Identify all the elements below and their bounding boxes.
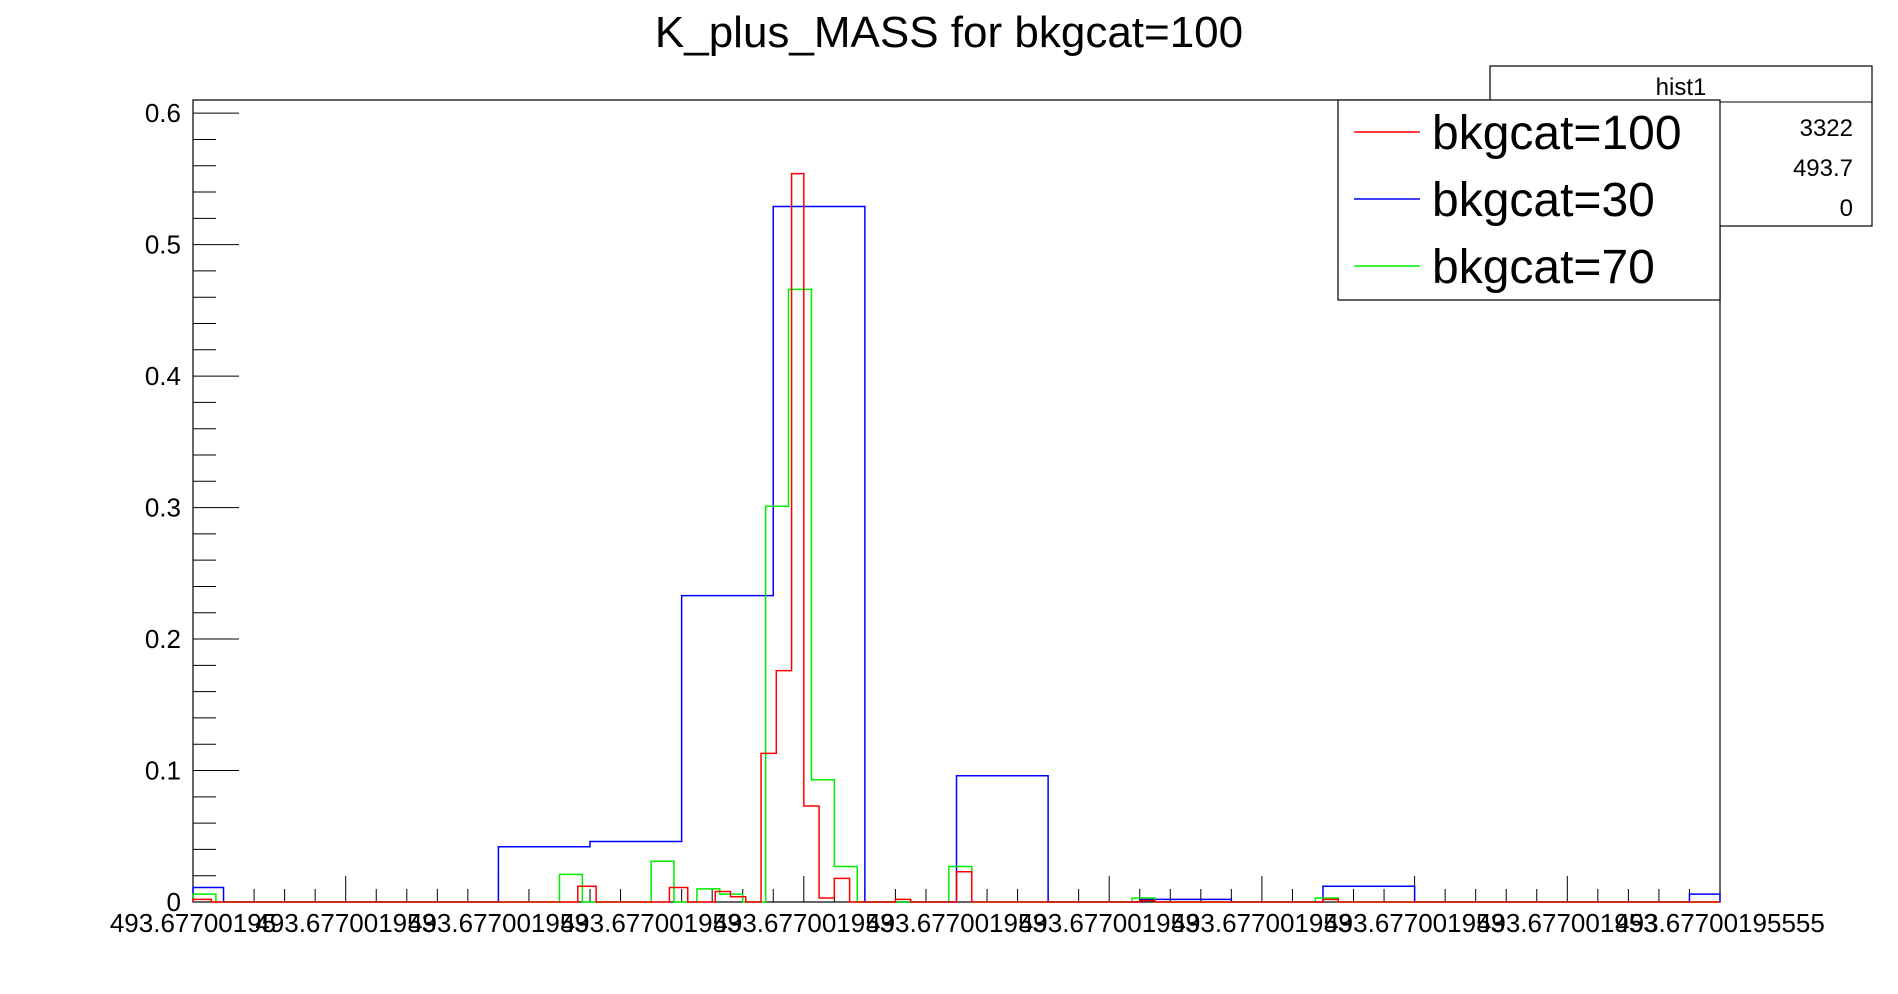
legend-label-bkgcat-30: bkgcat=30 [1432, 174, 1655, 227]
histogram-line [192, 288, 1720, 903]
histogram-bin [776, 671, 791, 902]
series-layer [192, 172, 1721, 903]
chart-title: K_plus_MASS for bkgcat=100 [655, 8, 1243, 57]
y-tick-label: 0.5 [145, 230, 181, 260]
histogram-bin [811, 780, 834, 902]
histogram-bin [761, 753, 776, 902]
x-tick-label: 493.677001953 [713, 908, 894, 938]
histogram-bin [590, 842, 682, 902]
stats-mean-value: 493.7 [1793, 155, 1853, 182]
histogram-bin [578, 886, 596, 902]
x-tick-label: 493.67700195 [110, 908, 276, 938]
stats-entries-value: 3322 [1800, 115, 1853, 142]
histogram-bin [559, 874, 582, 902]
y-tick-label: 0.4 [145, 361, 181, 391]
x-tick-label: 493.677001953 [561, 908, 742, 938]
histogram-bin [792, 174, 804, 902]
histogram-bin [834, 878, 849, 902]
histogram-bin [1689, 894, 1720, 902]
y-axis: 0 0.1 0.2 0.3 0.4 0.5 0.6 [145, 98, 239, 917]
x-tick-label: 493.677001953 [1019, 908, 1200, 938]
histogram-bin [669, 888, 687, 902]
x-tick-label: 493.67700195555 [1615, 908, 1825, 938]
x-tick-label: 493.677001953 [1477, 908, 1658, 938]
histogram-bin [773, 206, 865, 902]
legend: bkgcat=100 bkgcat=30 bkgcat=70 [1337, 99, 1721, 301]
histogram-line [192, 172, 1720, 903]
legend-label-bkgcat-100: bkgcat=100 [1432, 107, 1682, 160]
histogram-bin [720, 894, 743, 902]
x-tick-label: 493.677001953 [408, 908, 589, 938]
series-bkgcat-70 [192, 288, 1720, 903]
histogram-line [192, 205, 1721, 903]
histogram-bin [834, 867, 857, 902]
histogram-bin [766, 506, 789, 902]
histogram-bin [682, 596, 774, 902]
y-tick-label: 0.3 [145, 493, 181, 523]
x-tick-label: 493.677001953 [255, 908, 436, 938]
histogram-bin [804, 806, 819, 902]
y-tick-label: 0.2 [145, 624, 181, 654]
y-tick-label: 0.1 [145, 756, 181, 786]
histogram-bin [651, 861, 674, 902]
histogram-bin [957, 872, 972, 902]
y-tick-label: 0 [167, 887, 181, 917]
histogram-bin [715, 891, 730, 902]
histogram-bin [193, 894, 216, 902]
histogram-bin [957, 776, 1049, 902]
x-axis: 493.67700195493.677001953493.67700195349… [110, 876, 1825, 938]
legend-label-bkgcat-70: bkgcat=70 [1432, 241, 1655, 294]
x-tick-label: 493.677001953 [1324, 908, 1505, 938]
stats-box-title: hist1 [1656, 74, 1707, 101]
series-bkgcat-30 [192, 205, 1721, 903]
x-tick-label: 493.677001953 [1172, 908, 1353, 938]
y-tick-label: 0.6 [145, 98, 181, 128]
stats-stddev-value: 0 [1840, 195, 1853, 222]
histogram-bin [731, 897, 746, 902]
series-bkgcat-100 [192, 172, 1720, 903]
x-tick-label: 493.677001953 [866, 908, 1047, 938]
